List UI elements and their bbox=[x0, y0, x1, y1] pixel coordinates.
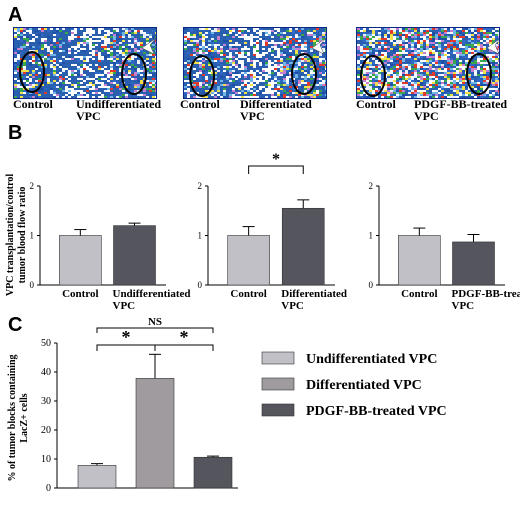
x-tick-label: Differentiated bbox=[281, 288, 347, 300]
image-2-left-label: Control bbox=[180, 97, 220, 111]
bar bbox=[113, 225, 156, 286]
image-3-right-label-2: VPC bbox=[414, 109, 439, 123]
x-tick-label: Control bbox=[62, 288, 98, 300]
blood-flow-texture bbox=[184, 28, 326, 98]
y-tick-label: 0 bbox=[46, 483, 51, 494]
x-tick-label: VPC bbox=[452, 300, 475, 312]
bar bbox=[281, 207, 325, 286]
bar bbox=[452, 241, 495, 286]
image-1-right-label-2: VPC bbox=[76, 109, 101, 123]
legend-swatch bbox=[261, 403, 295, 417]
significance-marker: * bbox=[272, 151, 280, 168]
x-tick-label: VPC bbox=[281, 300, 304, 312]
arrowhead-icon bbox=[486, 39, 499, 55]
y-tick-label: 40 bbox=[41, 367, 51, 378]
x-tick-label: PDGF-BB-treated bbox=[452, 288, 520, 300]
y-axis-label: % of tumor blocks containing bbox=[7, 354, 18, 481]
y-tick-label: 1 bbox=[30, 231, 35, 241]
blood-flow-image-2 bbox=[183, 27, 327, 99]
bar bbox=[59, 235, 102, 286]
significance-marker: NS bbox=[148, 316, 162, 328]
blood-flow-texture bbox=[14, 28, 156, 98]
panel-label-a: A bbox=[8, 4, 23, 26]
bar bbox=[135, 378, 175, 489]
panel-label-c: C bbox=[8, 314, 23, 336]
x-tick-label: VPC bbox=[113, 300, 136, 312]
image-1-right-label: Undifferentiated bbox=[76, 97, 162, 111]
legend-swatch bbox=[261, 377, 295, 391]
arrowhead-icon bbox=[311, 37, 326, 55]
treated-tumor-outline bbox=[466, 53, 492, 95]
y-tick-label: 20 bbox=[41, 425, 51, 436]
y-tick-label: 2 bbox=[369, 181, 374, 191]
significance-bracket bbox=[154, 344, 214, 351]
y-axis-label: tumor blood flow ratio bbox=[17, 187, 28, 284]
treated-tumor-outline bbox=[121, 53, 147, 95]
y-axis-label: VPC transplantation/control bbox=[5, 174, 16, 297]
control-tumor-outline bbox=[19, 51, 45, 93]
y-tick-label: 1 bbox=[369, 231, 374, 241]
legend-label: PDGF-BB-treated VPC bbox=[306, 404, 447, 419]
significance-marker: * bbox=[180, 327, 189, 347]
image-2-right-label: Differentiated bbox=[240, 97, 312, 111]
bar bbox=[77, 465, 117, 489]
y-tick-label: 10 bbox=[41, 454, 51, 465]
y-tick-label: 0 bbox=[30, 280, 35, 290]
y-tick-label: 0 bbox=[198, 280, 203, 290]
image-1-left-label: Control bbox=[13, 97, 53, 111]
y-tick-label: 2 bbox=[198, 181, 203, 191]
treated-tumor-outline bbox=[291, 53, 317, 95]
bar bbox=[227, 235, 270, 286]
control-tumor-outline bbox=[189, 55, 215, 97]
blood-flow-image-1 bbox=[13, 27, 157, 99]
bar bbox=[193, 456, 233, 489]
arrowhead-icon bbox=[141, 37, 156, 55]
y-tick-label: 2 bbox=[30, 181, 35, 191]
legend-swatch bbox=[261, 351, 295, 365]
image-2-right-label-2: VPC bbox=[240, 109, 265, 123]
image-3-left-label: Control bbox=[356, 97, 396, 111]
y-axis-label: LacZ+ cells bbox=[19, 393, 30, 442]
blood-flow-image-3 bbox=[356, 27, 500, 99]
panel-label-b: B bbox=[8, 122, 23, 144]
control-tumor-outline bbox=[360, 55, 386, 97]
x-tick-label: Control bbox=[230, 288, 266, 300]
x-tick-label: Control bbox=[401, 288, 437, 300]
significance-bracket bbox=[248, 165, 304, 174]
y-tick-label: 0 bbox=[369, 280, 374, 290]
y-tick-label: 1 bbox=[198, 231, 203, 241]
legend-label: Undifferentiated VPC bbox=[306, 352, 437, 367]
significance-bracket bbox=[96, 327, 214, 333]
y-tick-label: 50 bbox=[41, 338, 51, 349]
significance-marker: * bbox=[122, 327, 131, 347]
x-tick-label: Undifferentiated bbox=[113, 288, 191, 300]
legend-label: Differentiated VPC bbox=[306, 378, 422, 393]
blood-flow-texture bbox=[357, 28, 499, 98]
bar bbox=[398, 235, 441, 286]
image-3-right-label: PDGF-BB-treated bbox=[414, 97, 508, 111]
y-tick-label: 30 bbox=[41, 396, 51, 407]
